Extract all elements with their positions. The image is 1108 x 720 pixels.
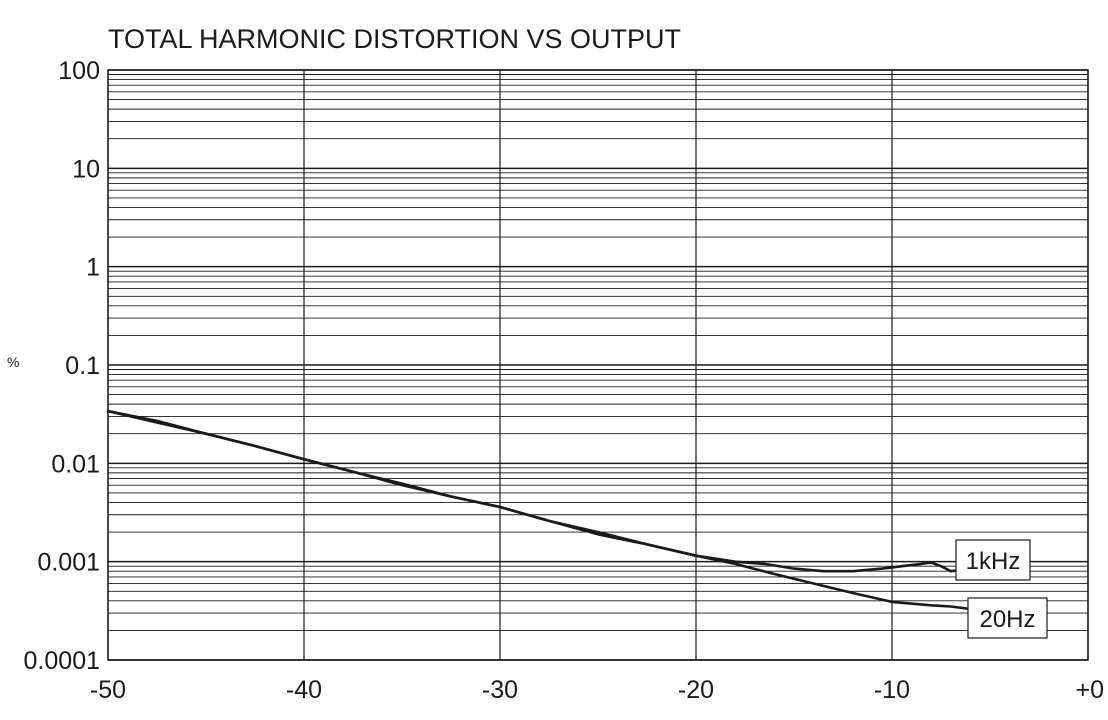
y-tick-label: 0.01 [51, 450, 100, 478]
legend-box-1khz [955, 539, 1031, 581]
x-tick-labels: -50 -40 -30 -20 -10 +0 [90, 676, 1104, 704]
series-line-1khz [106, 409, 972, 573]
y-tick-labels: 0.0001 0.001 0.01 0.1 1 10 100 [24, 57, 100, 675]
x-tick-label: -40 [286, 676, 322, 704]
series-lines [106, 409, 972, 611]
y-tick-label: 0.1 [65, 352, 100, 380]
legend-label-1khz: 1kHz [966, 548, 1021, 575]
series-legend: 1kHz 20Hz [955, 539, 1048, 639]
y-tick-label: 0.0001 [24, 647, 100, 675]
y-tick-label: 10 [72, 155, 100, 183]
x-tick-label: -20 [678, 676, 714, 704]
plot-frame [107, 69, 1089, 661]
minor-gridlines [108, 74, 1088, 631]
series-line-20hz [106, 409, 972, 611]
y-tick-label: 100 [58, 57, 100, 85]
x-tick-label: -50 [90, 676, 126, 704]
y-axis-label: % [7, 354, 19, 370]
y-tick-label: 1 [86, 254, 100, 282]
legend-label-20hz: 20Hz [979, 606, 1035, 633]
x-tick-label: -10 [874, 676, 910, 704]
x-tick-label: -30 [482, 676, 518, 704]
y-tick-label: 0.001 [37, 549, 100, 577]
x-tick-label: +0 [1075, 676, 1104, 704]
legend-box-20hz [967, 597, 1048, 639]
chart-title: TOTAL HARMONIC DISTORTION VS OUTPUT [108, 24, 681, 54]
